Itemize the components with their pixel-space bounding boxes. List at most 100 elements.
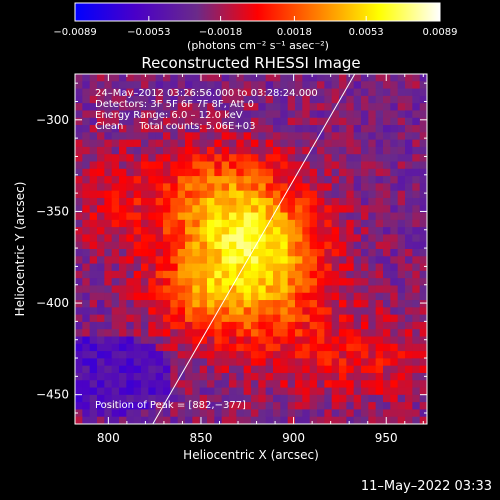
heatmap-cell [295,387,303,396]
heatmap-cell [97,270,105,279]
heatmap-cell [243,358,252,367]
heatmap-cell [89,387,98,396]
heatmap-cell [177,95,186,104]
heatmap-cell [258,278,267,287]
heatmap-cell [141,380,149,389]
heatmap-cell [229,227,237,236]
heatmap-cell [383,139,391,148]
heatmap-cell [383,212,391,221]
heatmap-cell [141,212,149,221]
heatmap-cell [324,365,333,374]
heatmap-cell [170,168,179,177]
heatmap-cell [287,365,296,374]
heatmap-cell [126,234,135,243]
heatmap-cell [192,278,201,287]
heatmap-cell [331,110,340,119]
heatmap-cell [236,278,245,287]
heatmap-cell [265,285,274,294]
heatmap-cell [280,139,289,148]
heatmap-cell [346,358,355,367]
heatmap-cell [82,227,91,236]
heatmap-cell [397,139,406,148]
heatmap-cell [287,416,296,424]
heatmap-cell [375,292,384,301]
heatmap-cell [251,146,259,155]
heatmap-cell [331,387,340,396]
heatmap-cell [251,358,259,367]
heatmap-cell [126,227,135,236]
heatmap-cell [207,358,215,367]
heatmap-cell [280,409,289,418]
colorbar-tick-label: 0.0053 [349,27,384,38]
heatmap-cell [104,103,113,112]
heatmap-cell [163,139,171,148]
heatmap-cell [75,416,83,424]
heatmap-cell [361,307,369,316]
heatmap-cell [214,263,223,272]
heatmap-cell [390,380,399,389]
heatmap-cell [243,307,252,316]
heatmap-cell [119,249,127,257]
heatmap-cell [383,125,391,133]
heatmap-cell [243,154,252,163]
heatmap-cell [383,380,391,389]
heatmap-cell [82,358,91,367]
heatmap-cell [104,372,113,381]
heatmap-cell [375,270,384,279]
heatmap-cell [265,409,274,418]
heatmap-cell [368,380,377,389]
heatmap-cell [82,336,91,345]
heatmap-cell [346,300,355,308]
heatmap-cell [97,146,105,155]
heatmap-cell [346,343,355,352]
heatmap-cell [265,343,274,352]
heatmap-cell [97,205,105,214]
heatmap-cell [148,314,157,323]
heatmap-cell [192,190,201,199]
heatmap-cell [346,380,355,389]
heatmap-cell [419,234,427,243]
heatmap-cell [280,234,289,243]
heatmap-cell [207,161,215,170]
heatmap-cell [368,125,377,133]
heatmap-cell [280,219,289,228]
heatmap-cell [375,88,384,97]
heatmap-cell [361,168,369,177]
heatmap-cell [302,270,311,279]
heatmap-cell [229,168,237,177]
heatmap-cell [419,190,427,199]
heatmap-cell [295,103,303,112]
heatmap-cell [317,321,325,330]
heatmap-cell [97,343,105,352]
heatmap-cell [214,278,223,287]
heatmap-cell [390,336,399,345]
heatmap-cell [133,336,142,345]
heatmap-cell [243,176,252,184]
heatmap-cell [287,402,296,411]
heatmap-cell [221,351,230,359]
heatmap-cell [353,409,362,418]
heatmap-cell [141,278,149,287]
heatmap-cell [265,387,274,396]
heatmap-cell [82,146,91,155]
heatmap-cell [104,409,113,418]
heatmap-cell [155,256,164,265]
heatmap-cell [177,212,186,221]
heatmap-cell [148,197,157,206]
heatmap-cell [75,154,83,163]
heatmap-cell [317,365,325,374]
heatmap-cell [368,270,377,279]
heatmap-cell [89,110,98,119]
heatmap-cell [273,190,281,199]
heatmap-cell [148,168,157,177]
heatmap-cell [383,256,391,265]
heatmap-cell [265,329,274,338]
heatmap-cell [397,329,406,338]
heatmap-cell [405,343,413,352]
heatmap-cell [317,278,325,287]
heatmap-cell [163,132,171,141]
heatmap-cell [82,190,91,199]
heatmap-cell [177,358,186,367]
heatmap-cell [361,234,369,243]
heatmap-cell [265,278,274,287]
